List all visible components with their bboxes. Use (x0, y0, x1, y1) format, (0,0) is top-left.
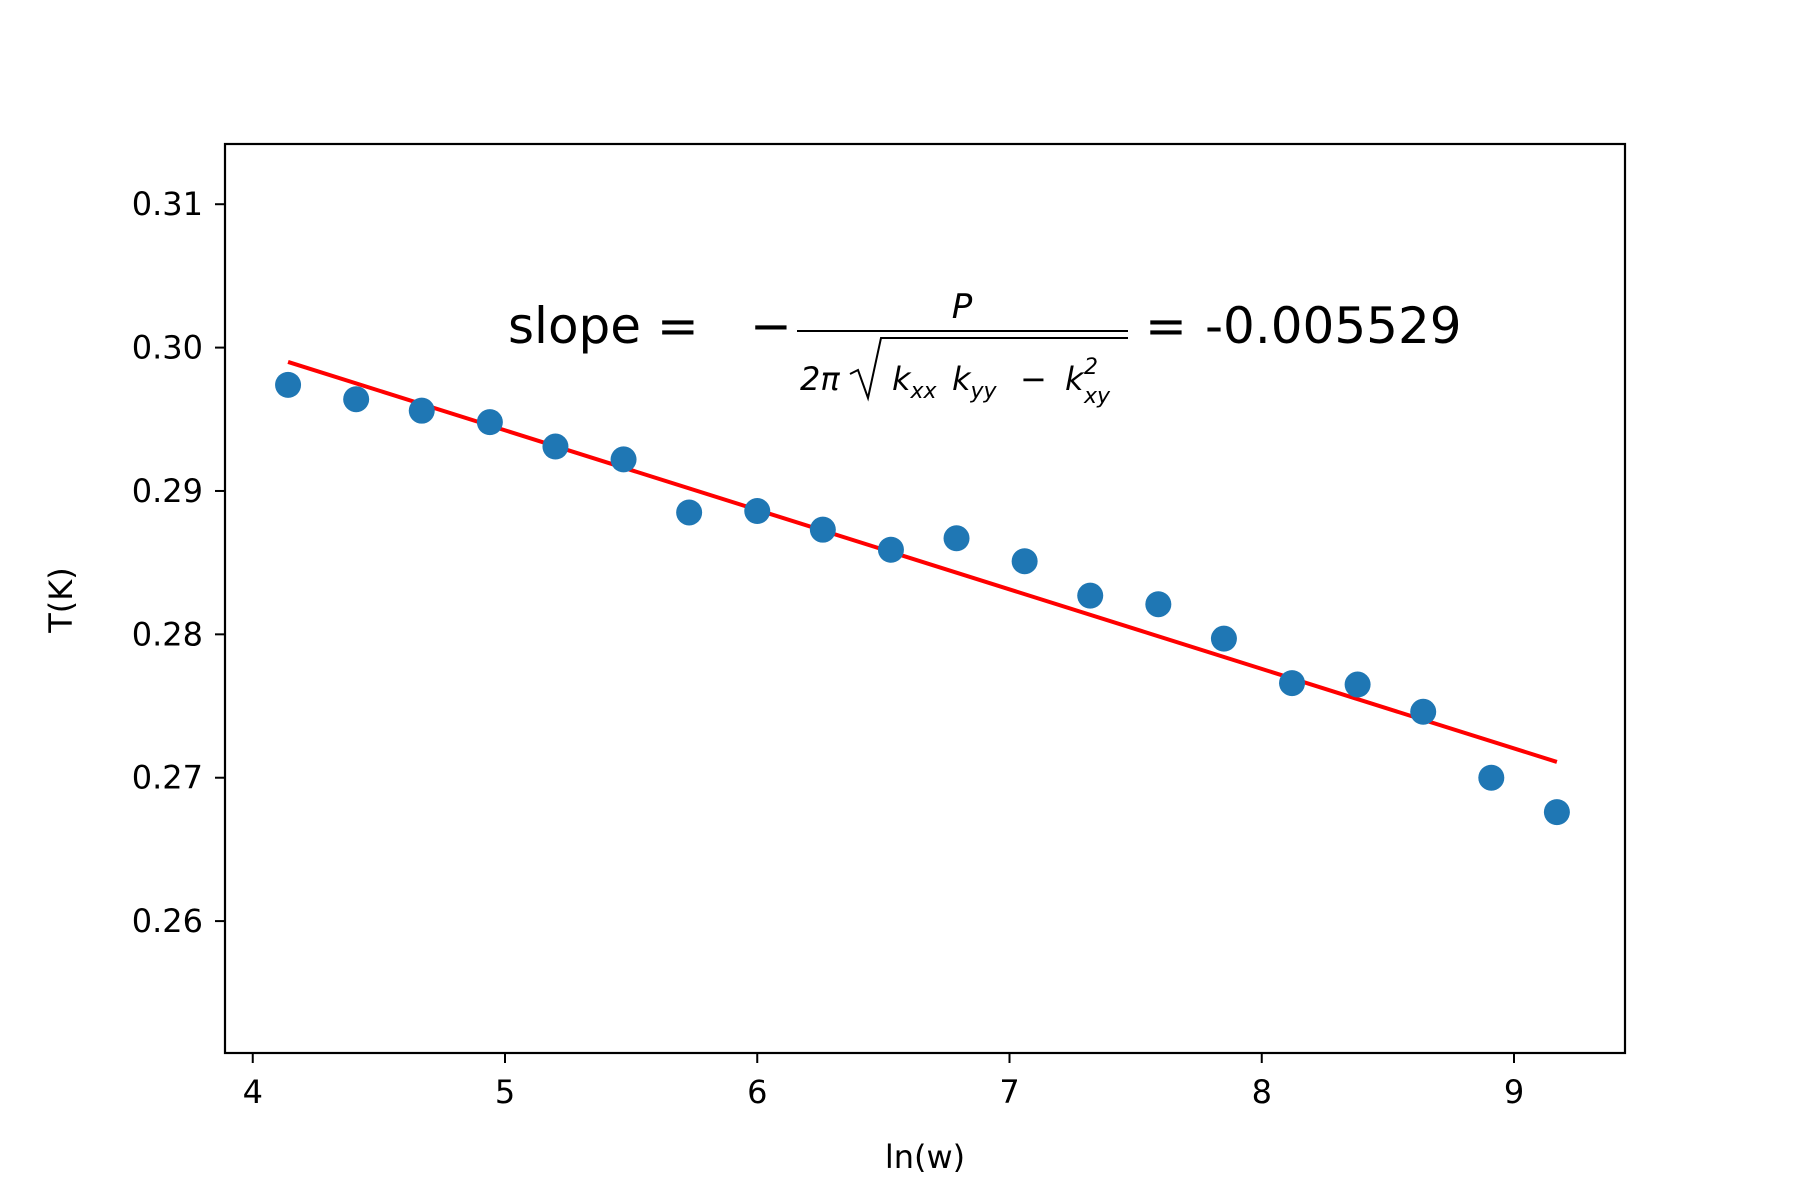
data-point (542, 433, 569, 460)
data-point (1077, 582, 1104, 609)
data-point (408, 397, 435, 424)
data-point (1478, 764, 1505, 791)
data-points (275, 371, 1570, 826)
annotation-prefix: slope = (508, 297, 715, 355)
x-tick-label: 4 (243, 1073, 263, 1111)
annotation-kxx: kxx (892, 360, 938, 404)
data-point (1543, 799, 1570, 826)
plot-frame (223, 142, 1627, 1055)
annotation-equals: = (1145, 297, 1187, 355)
data-point (676, 499, 703, 526)
y-tick-label: 0.30 (132, 329, 203, 367)
y-tick-label: 0.27 (132, 759, 203, 797)
slope-value: -0.005529 (1205, 297, 1462, 355)
data-point (275, 371, 302, 398)
data-point (1011, 548, 1038, 575)
data-point (343, 386, 370, 413)
sqrt-sign (849, 337, 1128, 402)
y-tick-label: 0.28 (132, 615, 203, 653)
annotation-2pi: 2π (800, 360, 840, 398)
annotation-minus2: − (1020, 360, 1047, 398)
x-tick-label: 6 (747, 1073, 767, 1111)
x-tick-label: 9 (1504, 1073, 1524, 1111)
annotation-minus: − (750, 297, 792, 355)
data-point (877, 536, 904, 563)
plot-area: 4 5 6 7 8 9 0.26 0.27 0.28 0.29 0.30 0.31 (132, 142, 1627, 1111)
x-tick-label: 5 (495, 1073, 515, 1111)
data-point (1279, 670, 1306, 697)
data-point (610, 446, 637, 473)
data-point (1410, 698, 1437, 725)
annotation-numerator: P (952, 287, 973, 327)
data-point (943, 525, 970, 552)
x-tick-label: 7 (999, 1073, 1019, 1111)
y-axis-label: T(K) (42, 567, 80, 634)
y-tick-label: 0.26 (132, 902, 203, 940)
y-tick-label: 0.29 (132, 472, 203, 510)
y-tick-label: 0.31 (132, 185, 203, 223)
data-point (1344, 671, 1371, 698)
annotation-kyy: kyy (952, 360, 998, 404)
data-point (476, 409, 503, 436)
y-axis: 0.26 0.27 0.28 0.29 0.30 0.31 (132, 185, 225, 940)
x-tick-label: 8 (1252, 1073, 1272, 1111)
data-point (1145, 591, 1172, 618)
data-point (744, 498, 771, 525)
data-point (809, 516, 836, 543)
annotation-kxy: k (1065, 360, 1085, 398)
annotation-kxy-sup: 2 (1084, 355, 1098, 380)
data-point (1210, 625, 1237, 652)
x-axis: 4 5 6 7 8 9 (243, 1053, 1524, 1111)
slope-annotation: slope = − P 2π kxx kyy − k 2 xy = -0.005… (508, 287, 1462, 409)
annotation-kxy-sub: xy (1083, 384, 1111, 409)
x-axis-label: ln(w) (885, 1138, 965, 1176)
